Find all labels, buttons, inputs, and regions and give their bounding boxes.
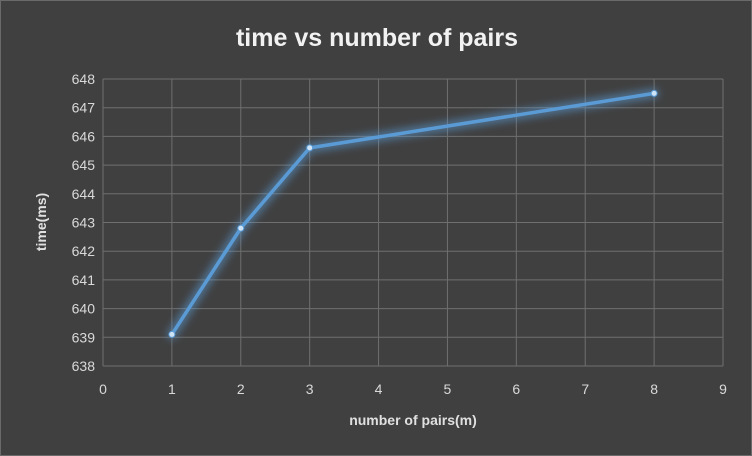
y-tick-label: 642 <box>72 243 96 259</box>
x-tick-label: 7 <box>581 381 589 397</box>
gridlines <box>102 78 724 367</box>
data-point <box>168 330 176 338</box>
y-axis-ticks: 638 639 640 641 642 643 644 645 646 647 648 <box>72 71 96 374</box>
x-tick-label: 9 <box>719 381 727 397</box>
y-tick-label: 644 <box>72 186 96 202</box>
series-layer <box>166 88 660 340</box>
x-axis-label: number of pairs(m) <box>349 412 477 428</box>
series-line <box>170 91 656 337</box>
x-tick-label: 5 <box>444 381 452 397</box>
series-glow <box>166 88 660 340</box>
y-tick-label: 639 <box>72 329 96 345</box>
chart-title: time vs number of pairs <box>236 24 518 52</box>
y-tick-label: 645 <box>72 157 96 173</box>
x-tick-label: 6 <box>512 381 520 397</box>
data-point <box>650 89 658 97</box>
x-tick-label: 3 <box>306 381 314 397</box>
y-tick-label: 647 <box>72 100 96 116</box>
y-axis-label: time(ms) <box>33 193 49 251</box>
data-point <box>237 224 245 232</box>
y-tick-label: 646 <box>72 128 96 144</box>
x-tick-label: 4 <box>375 381 383 397</box>
y-tick-label: 648 <box>72 71 96 87</box>
y-tick-label: 640 <box>72 301 96 317</box>
x-axis-ticks: 0 1 2 3 4 5 6 7 8 9 <box>99 381 727 397</box>
y-tick-label: 641 <box>72 272 96 288</box>
data-point <box>306 144 314 152</box>
y-tick-label: 643 <box>72 215 96 231</box>
y-tick-label: 638 <box>72 358 96 374</box>
x-tick-label: 0 <box>99 381 107 397</box>
x-tick-label: 1 <box>168 381 176 397</box>
x-tick-label: 8 <box>650 381 658 397</box>
x-tick-label: 2 <box>237 381 245 397</box>
